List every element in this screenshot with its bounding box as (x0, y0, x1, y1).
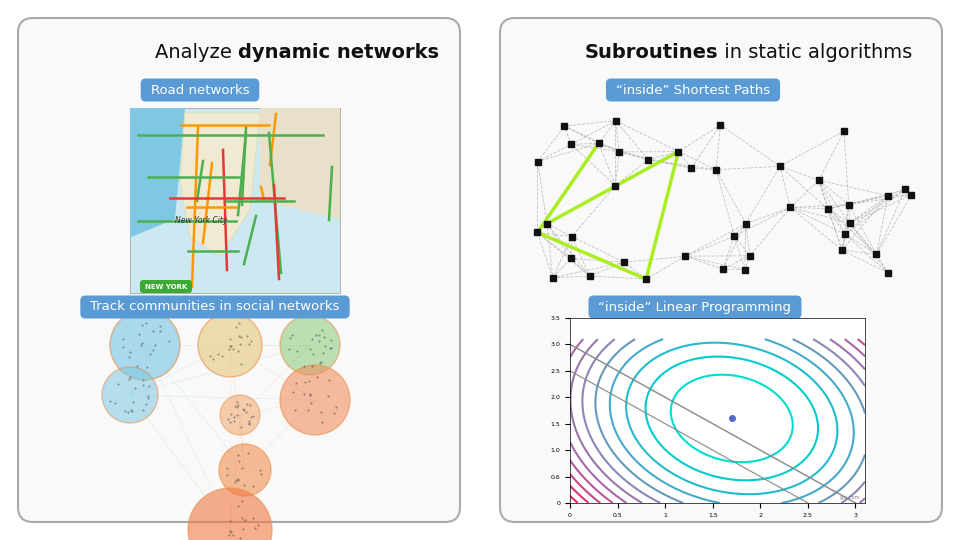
Circle shape (280, 365, 350, 435)
FancyBboxPatch shape (606, 78, 780, 102)
Polygon shape (130, 108, 185, 238)
Text: in static algorithms: in static algorithms (718, 43, 912, 62)
Circle shape (102, 367, 158, 423)
FancyBboxPatch shape (141, 78, 259, 102)
Text: Road networks: Road networks (151, 84, 250, 97)
Text: Track communities in social networks: Track communities in social networks (90, 300, 340, 314)
Text: NEW YORK: NEW YORK (145, 284, 187, 290)
FancyBboxPatch shape (18, 18, 460, 522)
Text: “inside” Shortest Paths: “inside” Shortest Paths (616, 84, 770, 97)
Circle shape (220, 395, 260, 435)
Circle shape (188, 488, 272, 540)
Circle shape (198, 313, 262, 377)
Text: New York City: New York City (175, 216, 228, 225)
FancyBboxPatch shape (140, 280, 192, 293)
FancyBboxPatch shape (588, 295, 802, 319)
Text: Analyze: Analyze (155, 43, 238, 62)
Polygon shape (180, 113, 260, 256)
Text: “inside” Linear Programming: “inside” Linear Programming (598, 300, 791, 314)
Text: dynamic networks: dynamic networks (238, 43, 439, 62)
Circle shape (219, 444, 271, 496)
Polygon shape (260, 108, 340, 219)
Text: Subroutines: Subroutines (585, 43, 718, 62)
FancyBboxPatch shape (130, 108, 340, 293)
Text: glis.com: glis.com (840, 495, 860, 501)
Circle shape (110, 310, 180, 380)
Circle shape (280, 315, 340, 375)
FancyBboxPatch shape (500, 18, 942, 522)
FancyBboxPatch shape (81, 295, 349, 319)
